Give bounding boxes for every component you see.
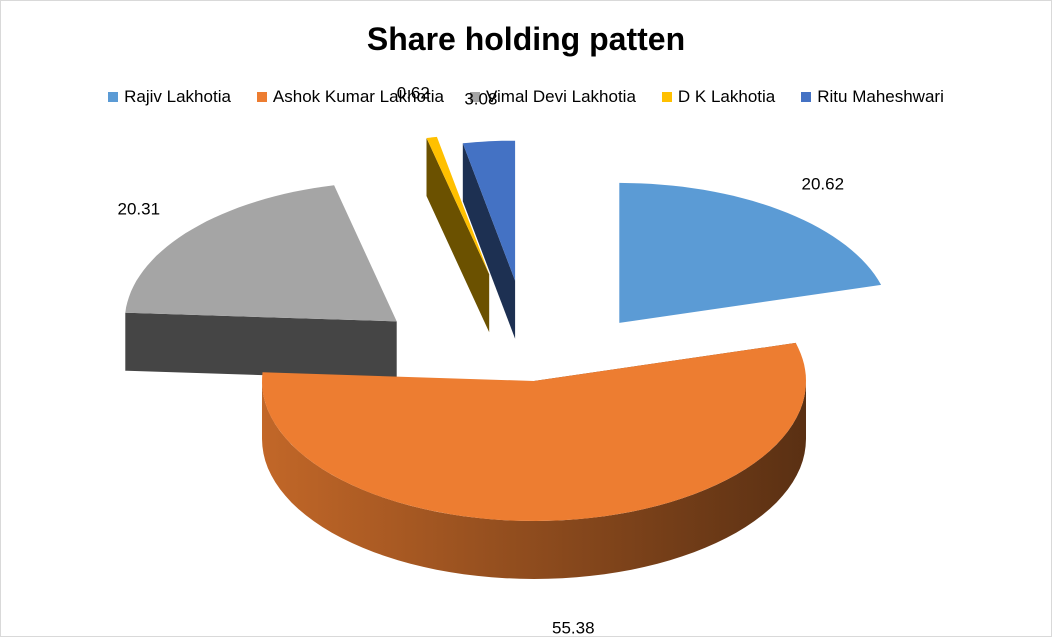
pie-slice <box>619 182 882 323</box>
legend-label: Vimal Devi Lakhotia <box>485 87 636 106</box>
slice-side <box>262 381 806 579</box>
legend: Rajiv Lakhotia Ashok Kumar Lakhotia Vimal … <box>1 87 1051 107</box>
legend-swatch <box>256 92 267 102</box>
legend-label: Rajiv Lakhotia <box>124 87 231 106</box>
slice-top <box>262 342 806 521</box>
slice-top <box>125 185 397 322</box>
pie-slice <box>125 185 397 380</box>
legend-swatch <box>661 92 672 102</box>
legend-label: Ashok Kumar Lakhotia <box>272 87 444 106</box>
legend-label: D K Lakhotia <box>677 87 776 106</box>
pie-slice <box>426 136 490 333</box>
legend-swatch <box>108 92 119 102</box>
legend-entry: Vimal Devi Lakhotia <box>469 87 636 107</box>
legend-entry: D K Lakhotia <box>661 87 776 107</box>
data-label: 55.38 <box>552 618 595 636</box>
data-label: 0.62 <box>397 84 430 103</box>
slice-cut-face <box>125 312 397 380</box>
legend-entry: Rajiv Lakhotia <box>108 87 231 107</box>
chart-title: Share holding patten <box>366 21 686 57</box>
data-label: 3.08 <box>464 90 497 109</box>
pie-slice <box>462 140 516 339</box>
slice-top <box>462 140 516 281</box>
slice-cut-face <box>426 138 490 333</box>
legend-swatch <box>469 92 480 102</box>
data-label: 20.31 <box>118 200 161 219</box>
legend-entry: Ritu Maheshwari <box>801 87 944 107</box>
data-label: 20.62 <box>802 175 845 194</box>
slice-cut-face <box>462 143 516 339</box>
legend-entry: Ashok Kumar Lakhotia <box>256 87 444 107</box>
slice-top <box>619 182 882 323</box>
slice-top <box>426 136 490 275</box>
legend-label: Ritu Maheshwari <box>817 87 944 106</box>
legend-swatch <box>801 92 812 102</box>
pie-slice <box>262 342 806 579</box>
